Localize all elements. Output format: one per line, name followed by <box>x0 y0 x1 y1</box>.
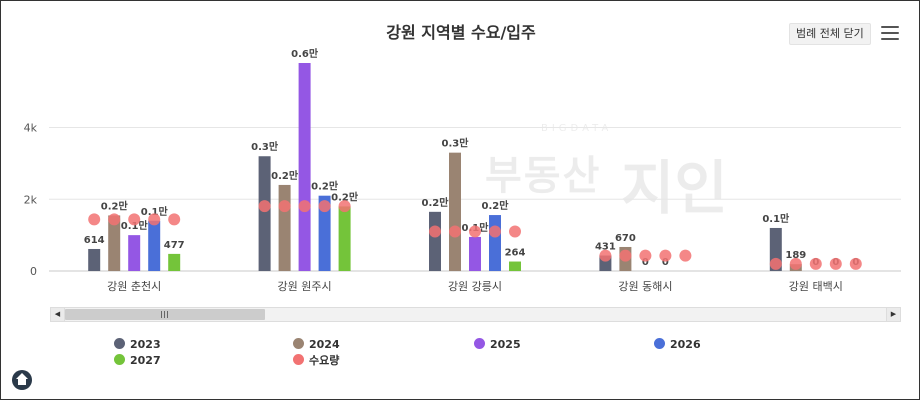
x-tick-label: 강원 원주시 <box>278 280 332 293</box>
scroll-left-button[interactable]: ◀ <box>51 308 65 321</box>
demand-marker <box>639 249 652 262</box>
demand-marker <box>429 225 441 238</box>
bar <box>509 261 521 271</box>
demand-marker <box>278 200 291 213</box>
demand-marker <box>599 249 612 262</box>
bar <box>489 215 501 271</box>
data-label: 477 <box>164 240 185 251</box>
bar <box>88 248 101 271</box>
demand-marker <box>679 249 692 262</box>
legend-label: 수요량 <box>309 354 340 367</box>
demand-marker <box>489 225 501 238</box>
data-label: 0.3만 <box>251 140 279 153</box>
data-label: 0.3만 <box>442 137 470 150</box>
data-label: 0.2만 <box>482 199 510 212</box>
data-label: 0.2만 <box>422 196 450 209</box>
legend-item[interactable]: 2027 <box>114 354 161 368</box>
demand-marker <box>829 257 842 270</box>
demand-marker <box>809 257 822 270</box>
scroll-thumb[interactable] <box>65 309 265 320</box>
horizontal-scrollbar[interactable]: ◀ ▶ <box>50 307 901 322</box>
x-tick-label: 강원 강릉시 <box>448 280 502 293</box>
bar <box>298 63 311 271</box>
legend-dot-icon <box>293 338 304 349</box>
demand-marker <box>769 257 782 270</box>
legend-dot-icon <box>114 338 125 349</box>
demand-marker <box>338 200 351 213</box>
data-label: 431 <box>595 242 616 253</box>
demand-marker <box>619 249 632 262</box>
legend-dot-icon <box>114 354 125 365</box>
x-tick-label: 강원 태백시 <box>789 280 843 293</box>
legend-item[interactable]: 2025 <box>474 338 521 352</box>
x-tick-label: 강원 동해시 <box>618 279 672 293</box>
legend-item[interactable]: 2024 <box>293 338 340 352</box>
legend-dot-icon <box>474 338 485 349</box>
demand-marker <box>88 213 101 226</box>
bar <box>469 236 481 271</box>
legend-label: 2024 <box>309 338 340 351</box>
legend-item[interactable]: 2023 <box>114 338 161 352</box>
legend-label: 2026 <box>670 338 701 351</box>
y-tick-label: 4k <box>24 122 38 135</box>
legend-label: 2027 <box>130 354 161 367</box>
bar <box>148 220 161 271</box>
demand-marker <box>298 200 311 213</box>
data-label: 0 <box>642 257 649 268</box>
data-label: 0.2만 <box>331 190 359 203</box>
scroll-right-button[interactable]: ▶ <box>886 308 900 321</box>
demand-marker <box>128 213 141 226</box>
x-tick-label: 강원 춘천시 <box>107 279 161 293</box>
data-label: 0.2만 <box>101 199 129 212</box>
chart-title: 강원 지역별 수요/입주 <box>386 23 536 42</box>
bar <box>338 206 351 271</box>
bar <box>429 211 441 271</box>
y-tick-label: 2k <box>24 193 38 206</box>
legend-label: 2023 <box>130 338 161 351</box>
data-label: 0.2만 <box>271 169 299 182</box>
bar <box>449 152 461 271</box>
demand-marker <box>509 225 521 238</box>
demand-marker <box>148 213 161 226</box>
data-label: 0.2만 <box>311 180 339 193</box>
legend-item[interactable]: 2026 <box>654 338 701 352</box>
demand-marker <box>318 200 331 213</box>
demand-marker <box>469 225 481 238</box>
data-label: 189 <box>785 250 806 261</box>
data-label: 670 <box>615 233 636 244</box>
bar <box>128 235 141 271</box>
legend-dot-icon <box>293 354 304 365</box>
legend-label: 2025 <box>490 338 521 351</box>
demand-marker <box>849 257 862 270</box>
bar <box>318 195 331 271</box>
data-label: 0.6만 <box>291 47 319 60</box>
data-label: 264 <box>505 248 526 259</box>
y-tick-label: 0 <box>30 265 37 278</box>
demand-marker <box>258 200 271 213</box>
demand-marker <box>108 213 121 226</box>
bar <box>258 156 271 271</box>
legend-item[interactable]: 수요량 <box>293 354 339 368</box>
demand-marker <box>659 249 672 262</box>
bar <box>278 184 291 271</box>
demand-marker <box>449 225 461 238</box>
hamburger-menu-icon[interactable] <box>881 26 899 40</box>
legend-dot-icon <box>654 338 665 349</box>
data-label: 0.1만 <box>762 212 790 225</box>
legend-toggle-button[interactable]: 범례 전체 닫기 <box>789 23 871 45</box>
data-label: 0 <box>662 257 669 268</box>
demand-marker <box>789 257 802 270</box>
demand-marker <box>168 213 181 226</box>
data-label: 0.1만 <box>141 205 169 218</box>
data-label: 614 <box>84 235 105 246</box>
data-label: 0.1만 <box>121 219 149 232</box>
bar <box>168 253 181 271</box>
home-logo-icon[interactable] <box>12 370 32 390</box>
bar <box>108 215 121 271</box>
grip-icon <box>161 311 168 318</box>
